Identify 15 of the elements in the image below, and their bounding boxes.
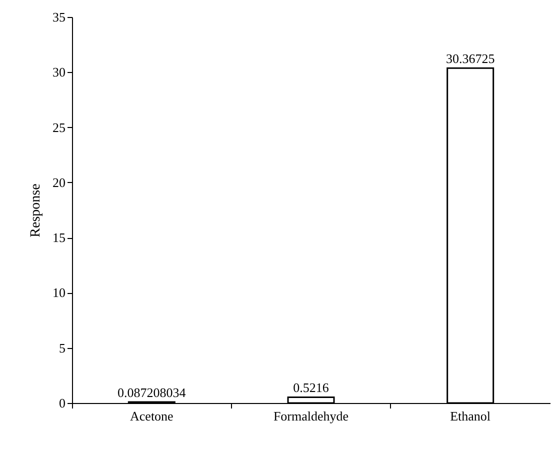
x-tick-label: Acetone xyxy=(130,408,174,424)
y-tick-label: 20 xyxy=(52,174,66,190)
y-tick-label: 35 xyxy=(52,10,66,24)
x-tick-label: Ethanol xyxy=(450,408,491,424)
y-axis-title: Response xyxy=(28,184,44,238)
y-tick-label: 25 xyxy=(52,120,66,135)
y-tick-label: 0 xyxy=(59,396,66,410)
y-tick-label: 30 xyxy=(52,64,66,80)
y-tick-label: 15 xyxy=(52,230,66,246)
data-label: 0.087208034 xyxy=(118,385,186,400)
x-tick-label: Formaldehyde xyxy=(273,408,349,424)
data-label: 30.36725 xyxy=(446,51,495,66)
y-tick-label: 5 xyxy=(59,340,66,356)
data-label: 0.5216 xyxy=(293,380,330,396)
y-tick-label: 10 xyxy=(52,285,66,300)
